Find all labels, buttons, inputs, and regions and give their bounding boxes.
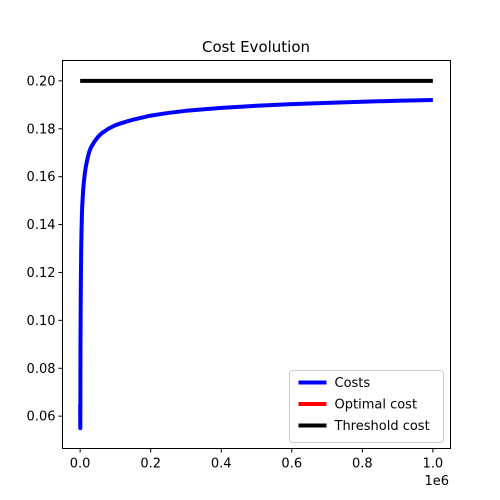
- y-tick-label: 0.12: [27, 266, 56, 281]
- legend-label-2: Threshold cost: [334, 419, 430, 434]
- x-tick-label: 1.0: [423, 457, 444, 472]
- x-offset-label: 1e6: [424, 474, 449, 489]
- y-tick-label: 0.10: [27, 314, 56, 329]
- x-tick-label: 0.0: [70, 457, 91, 472]
- x-tick-label: 0.4: [211, 457, 232, 472]
- y-tick-label: 0.18: [27, 122, 56, 137]
- y-tick-label: 0.20: [27, 74, 56, 89]
- legend-label-1: Optimal cost: [335, 398, 418, 413]
- chart-title: Cost Evolution: [202, 38, 310, 56]
- y-tick-label: 0.14: [27, 218, 56, 233]
- x-tick-label: 0.6: [281, 457, 302, 472]
- y-tick-label: 0.06: [27, 410, 56, 425]
- legend-label-0: Costs: [335, 376, 371, 391]
- x-tick-label: 0.8: [352, 457, 373, 472]
- y-tick-label: 0.16: [27, 170, 56, 185]
- y-tick-label: 0.08: [27, 362, 56, 377]
- x-tick-label: 0.2: [140, 457, 161, 472]
- legend: Costs Optimal cost Threshold cost: [290, 371, 444, 443]
